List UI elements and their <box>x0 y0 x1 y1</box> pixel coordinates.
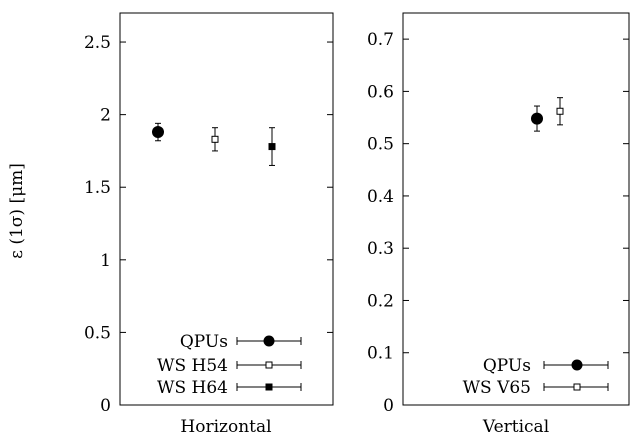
left-legend-label-ws-h54: WS H54 <box>157 356 228 376</box>
right-y-tick-label: 0.7 <box>367 30 394 50</box>
right-y-tick-label: 0.4 <box>367 187 394 207</box>
right-legend-marker-ws-v65 <box>574 384 580 390</box>
right-y-tick-label: 0.5 <box>367 135 394 155</box>
right-legend-marker-qpus <box>572 360 583 371</box>
left-legend-label-ws-h64: WS H64 <box>157 378 228 398</box>
left-y-tick-label: 2 <box>100 106 111 126</box>
left-data-points <box>152 123 275 165</box>
right-y-tick-label: 0.3 <box>367 239 394 259</box>
right-y-tick-label: 0.6 <box>367 82 394 102</box>
right-plot-frame <box>403 13 629 405</box>
left-point-ws-h54 <box>212 136 218 142</box>
left-legend-label-qpus: QPUs <box>180 332 228 352</box>
right-legend-label-ws-v65: WS V65 <box>463 378 531 398</box>
left-y-tick-label: 0.5 <box>84 323 111 343</box>
right-point-ws-v65 <box>557 108 563 114</box>
left-legend-marker-ws-h54 <box>266 362 272 368</box>
left-point-ws-h64 <box>269 144 275 150</box>
right-y-tick-label: 0.2 <box>367 291 394 311</box>
left-legend-marker-qpus <box>264 336 275 347</box>
left-panel: ε (1σ) [μm] Horizontal 0 0.5 1 1.5 2 2.5 QPUs… <box>7 13 333 437</box>
left-y-tick-label: 1.5 <box>84 178 111 198</box>
left-point-qpus <box>152 126 164 138</box>
right-legend-label-qpus: QPUs <box>483 356 531 376</box>
left-y-tick-label: 1 <box>100 251 111 271</box>
left-legend-marker-ws-h64 <box>266 384 272 390</box>
right-y-tick-label: 0.1 <box>367 344 394 364</box>
left-x-axis-label: Horizontal <box>180 417 271 437</box>
right-x-axis-label: Vertical <box>482 417 549 437</box>
left-y-axis-label: ε (1σ) [μm] <box>7 163 27 259</box>
right-data-points <box>531 98 563 131</box>
right-point-qpus <box>531 113 543 125</box>
right-y-tick-label: 0 <box>383 396 394 416</box>
left-y-tick-label: 0 <box>100 396 111 416</box>
left-y-tick-label: 2.5 <box>84 33 111 53</box>
